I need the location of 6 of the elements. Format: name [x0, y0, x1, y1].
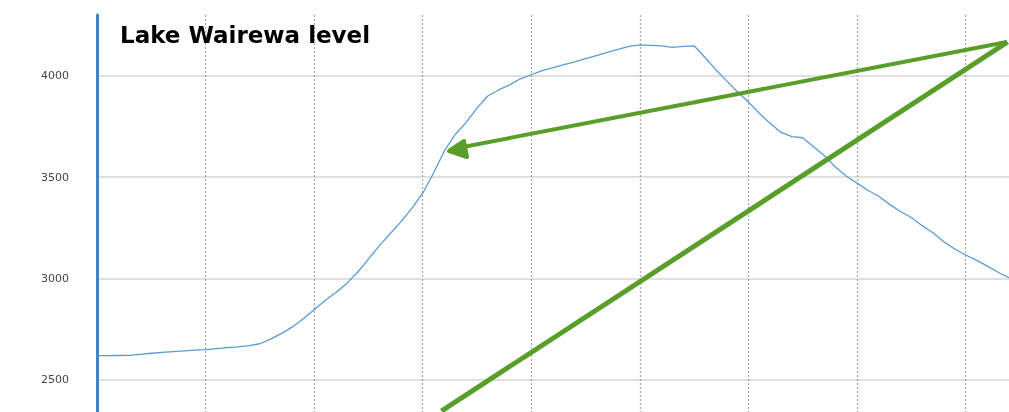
chart-title: Lake Wairewa level	[120, 22, 371, 48]
y-tick-label: 2500	[41, 373, 69, 387]
y-tick-label: 3000	[41, 271, 69, 285]
y-tick-label: 4000	[41, 69, 69, 83]
line-series	[96, 44, 1009, 357]
y-tick-label: 3500	[41, 170, 69, 184]
